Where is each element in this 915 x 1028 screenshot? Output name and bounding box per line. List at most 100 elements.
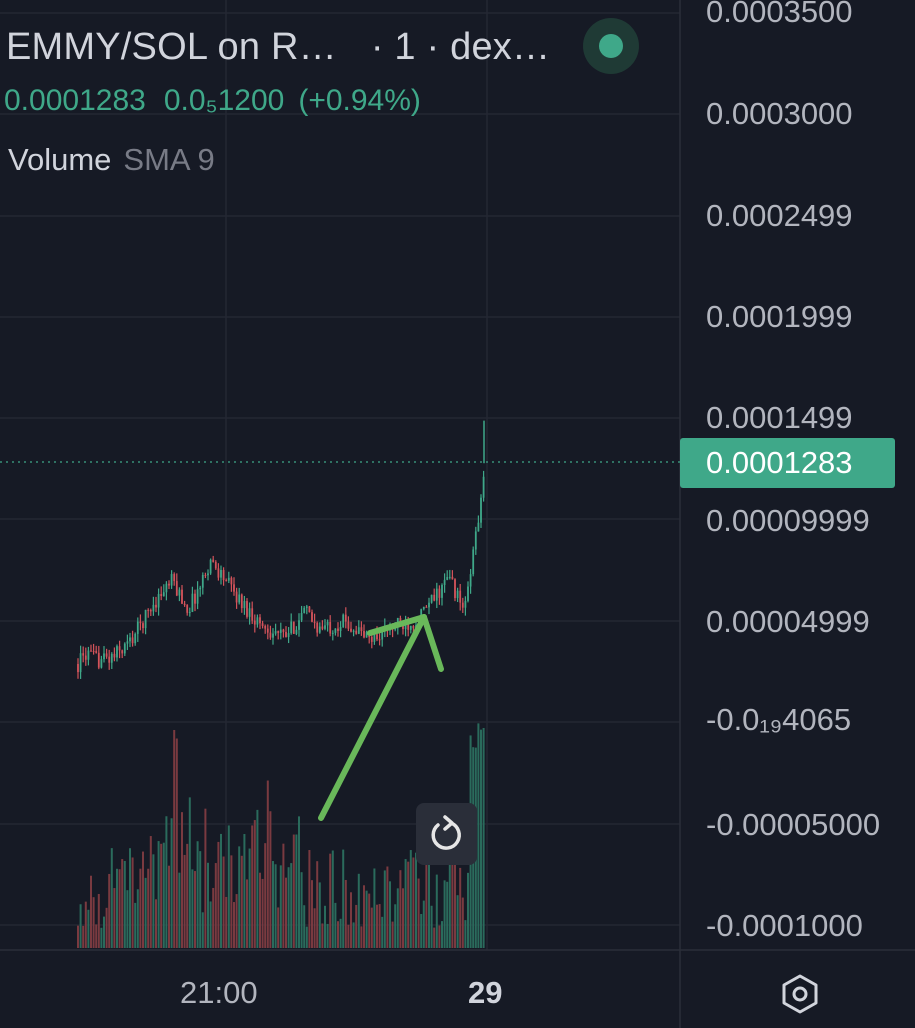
volume-bar [448, 863, 451, 948]
volume-bar [386, 866, 389, 948]
volume-bar [342, 849, 345, 948]
volume-bar [217, 841, 220, 948]
candle-body [365, 632, 368, 638]
volume-bar [464, 920, 467, 948]
volume-label: Volume [8, 142, 112, 177]
candle-body [355, 630, 358, 634]
volume-bar [207, 862, 209, 948]
candle-body [243, 601, 246, 609]
candle-body [311, 612, 313, 622]
volume-bar [123, 860, 126, 948]
symbol-title[interactable]: EMMY/SOL on R… · 1 · dex… [6, 26, 550, 69]
volume-bar [233, 902, 235, 948]
candle-body [175, 581, 178, 596]
volume-legend[interactable]: Volume SMA 9 [8, 142, 215, 178]
volume-bar [303, 905, 306, 948]
candle-body [100, 659, 103, 668]
volume-bar [334, 902, 337, 948]
candle-body [108, 656, 111, 663]
candle-body [342, 614, 345, 628]
volume-bar [136, 889, 139, 948]
volume-bar [264, 843, 267, 948]
candle-body [97, 652, 100, 668]
volume-bar [396, 888, 399, 948]
candle-body [233, 584, 235, 592]
y-tick-label: 0.0003500 [706, 0, 853, 29]
volume-bar [181, 812, 183, 948]
candle-body [199, 587, 202, 590]
volume-bar [204, 808, 207, 948]
candle-body [77, 663, 79, 673]
candle-body [113, 653, 116, 658]
volume-bar [142, 851, 144, 948]
candle-body [194, 593, 196, 604]
candle-body [399, 618, 402, 623]
volume-bar [300, 872, 303, 948]
volume-bar [435, 874, 438, 948]
candle-body [207, 573, 209, 576]
candle-body [157, 594, 160, 608]
candle-body [407, 622, 410, 630]
volume-bar [318, 882, 321, 948]
candle-body [149, 610, 152, 612]
candle-body [147, 609, 150, 611]
volume-bar [149, 836, 152, 948]
volume-bar [131, 857, 134, 948]
candle-body [274, 631, 277, 634]
volume-bar [87, 909, 90, 948]
volume-bar [160, 843, 163, 948]
volume-bar [103, 916, 105, 948]
candle-body [240, 594, 243, 609]
volume-bar [360, 926, 363, 948]
volume-bar [279, 865, 282, 948]
candle-body [454, 579, 456, 599]
volume-bar [415, 852, 417, 948]
candle-body [300, 613, 303, 621]
candle-body [373, 634, 376, 642]
candle-body [285, 631, 287, 637]
volume-bar [441, 921, 443, 948]
candle-body [253, 620, 256, 625]
volume-bar [105, 907, 108, 948]
annotation-arrow-head [367, 614, 427, 636]
volume-bar [256, 809, 259, 948]
candle-body [248, 608, 251, 617]
volume-bar [100, 927, 103, 948]
candle-body [235, 591, 238, 603]
volume-bar [282, 843, 285, 948]
candle-body [142, 623, 144, 629]
volume-bar [443, 880, 446, 948]
candle-body [196, 589, 199, 604]
candle-body [225, 580, 228, 582]
hexagon-settings-icon [782, 974, 818, 1014]
y-tick-label: 0.00009999 [706, 503, 870, 538]
candle-body [103, 653, 105, 660]
volume-bar [155, 899, 157, 948]
volume-bar [134, 902, 137, 948]
volume-bar [329, 853, 332, 948]
candle-body [116, 646, 118, 658]
candle-body [121, 650, 124, 654]
volume-bar [404, 859, 407, 948]
volume-bar [331, 850, 334, 948]
candle-body [230, 577, 233, 585]
candle-body [105, 653, 108, 657]
volume-bar [235, 894, 238, 948]
candle-body [376, 634, 378, 640]
volume-bar [84, 901, 87, 948]
candle-body [84, 655, 87, 660]
volume-bar [480, 729, 482, 948]
candle-body [316, 622, 319, 633]
volume-bar [430, 905, 433, 948]
volume-bar [144, 877, 147, 948]
volume-bar [77, 925, 79, 948]
reset-chart-button[interactable] [416, 803, 477, 865]
volume-bar [316, 861, 319, 948]
volume-bar [243, 834, 246, 948]
chart-settings-button[interactable] [778, 970, 822, 1018]
volume-bar [420, 913, 423, 948]
volume-bar [121, 859, 124, 948]
volume-bar [266, 780, 269, 948]
